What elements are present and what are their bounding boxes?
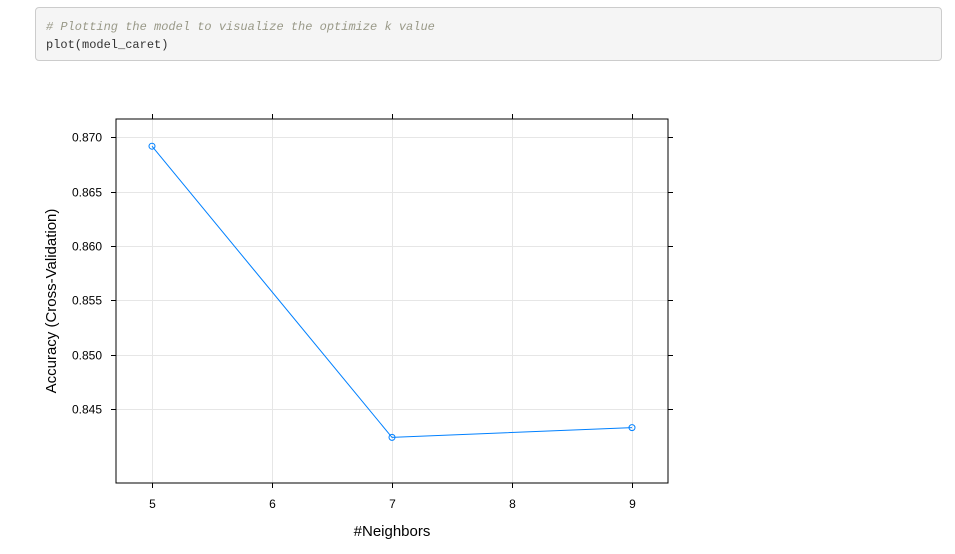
series-layer bbox=[148, 142, 636, 441]
x-tick-label: 6 bbox=[269, 497, 276, 511]
data-point bbox=[388, 433, 396, 441]
x-tick-label: 9 bbox=[629, 497, 636, 511]
grid-layer bbox=[116, 119, 668, 483]
x-tick-label: 7 bbox=[389, 497, 396, 511]
y-tick-label: 0.870 bbox=[72, 131, 102, 145]
y-tick-label: 0.855 bbox=[72, 294, 102, 308]
label-layer: 5 6 7 8 9 0.845 0.850 0.855 0.860 0.865 0.870 bbox=[72, 131, 636, 512]
x-tick-label: 5 bbox=[149, 497, 156, 511]
tick-layer bbox=[111, 114, 673, 488]
code-command: plot(model_caret) bbox=[46, 38, 169, 52]
code-block: # Plotting the model to visualize the op… bbox=[35, 7, 942, 61]
y-tick-label: 0.845 bbox=[72, 403, 102, 417]
accuracy-line bbox=[151, 145, 633, 438]
x-tick-label: 8 bbox=[509, 497, 516, 511]
y-axis-title: Accuracy (Cross-Validation) bbox=[43, 209, 60, 394]
code-comment: # Plotting the model to visualize the op… bbox=[46, 20, 435, 34]
data-point bbox=[628, 424, 636, 432]
y-tick-label: 0.860 bbox=[72, 240, 102, 254]
x-axis-title: #Neighbors bbox=[354, 523, 431, 540]
y-tick-label: 0.850 bbox=[72, 349, 102, 363]
plot-frame bbox=[115, 118, 669, 484]
y-tick-label: 0.865 bbox=[72, 186, 102, 200]
data-point bbox=[148, 142, 156, 150]
